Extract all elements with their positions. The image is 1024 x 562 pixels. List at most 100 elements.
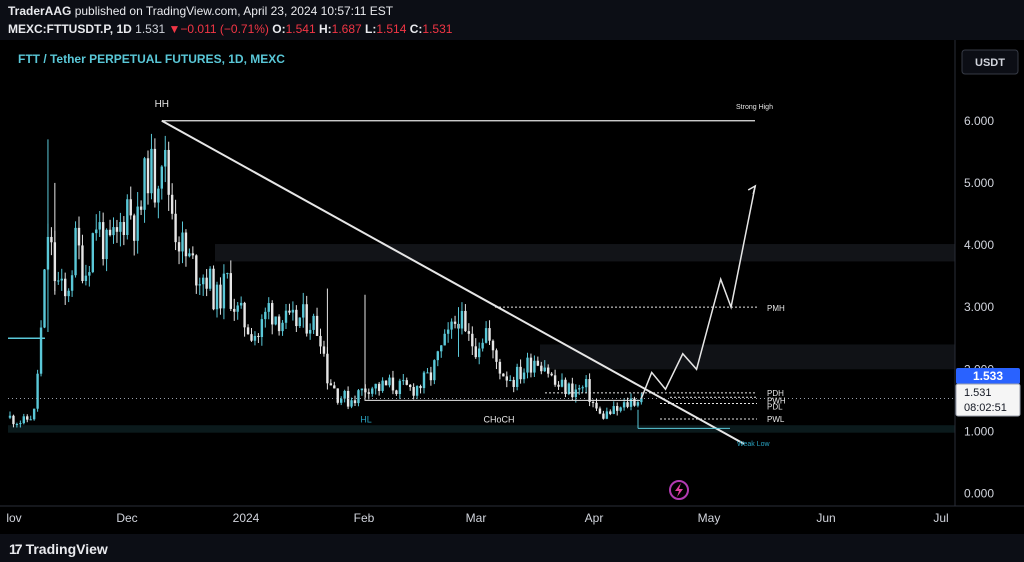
candle-body [264, 311, 267, 320]
candle-body [412, 386, 415, 396]
tradingview-logo[interactable]: 17 TradingView [9, 541, 108, 557]
candle-body [298, 317, 301, 327]
bar-countdown: 08:02:51 [964, 402, 1007, 414]
candle-body [405, 380, 408, 385]
candle-body [588, 379, 591, 402]
weak-low-band [8, 425, 955, 433]
candle-body [202, 277, 205, 285]
candle-body [343, 390, 346, 399]
candle-body [229, 273, 232, 309]
candle-body [84, 275, 88, 282]
candle-body [340, 398, 343, 403]
candle-body [571, 383, 574, 398]
candle-body [398, 380, 402, 395]
y-tick-label: 4.000 [964, 238, 994, 252]
candle-body [143, 158, 146, 210]
x-tick-label: May [698, 511, 721, 525]
candle-body [153, 148, 157, 203]
price-info-box [955, 383, 1021, 417]
chart-canvas[interactable]: HH Strong High HL CHoCH Weak Low PMH PDHPWHPDL… [0, 40, 1024, 534]
time-axis[interactable]: lov Dec 2024 Feb Mar Apr May Jun Jul [6, 511, 948, 525]
open-value: 1.541 [285, 22, 316, 36]
candle-body [239, 302, 243, 306]
x-tick-label: Jun [816, 511, 835, 525]
candle-body [26, 416, 29, 420]
candle-body [429, 372, 433, 381]
candle-body [129, 199, 132, 216]
candle-body [581, 387, 584, 389]
pdh-label: PDH [767, 389, 784, 398]
y-tick-label: 1.000 [964, 424, 994, 438]
candle-body [543, 367, 546, 372]
resistance-band [540, 344, 955, 370]
candle-body [119, 222, 122, 232]
candle-body [174, 213, 177, 243]
candle-body [105, 229, 108, 260]
choch-label: CHoCH [483, 414, 514, 424]
candle-body [208, 268, 212, 289]
hl-structure-line [364, 294, 640, 401]
candle-body [553, 375, 557, 385]
candle-body [422, 372, 426, 389]
candle-body [419, 386, 422, 389]
candle-body [70, 275, 74, 291]
candle-body [471, 333, 474, 347]
candle-body [574, 389, 577, 398]
candle-body [384, 380, 388, 386]
symbol-label[interactable]: MEXC:FTTUSDT.P, 1D [8, 22, 132, 36]
candle-body [567, 383, 571, 395]
candle-body [164, 149, 167, 167]
candle-body [215, 284, 219, 310]
candle-body [509, 379, 512, 381]
tradingview-brand: TradingView [25, 541, 108, 557]
candle-body [519, 366, 522, 380]
candle-body [126, 199, 129, 235]
candle-body [36, 373, 39, 409]
lightning-icon[interactable] [669, 480, 689, 500]
x-tick-label: Feb [354, 511, 375, 525]
candle-body [188, 253, 191, 257]
highlight-bands [8, 244, 955, 433]
candle-body [484, 328, 488, 343]
chart-area[interactable]: HH Strong High HL CHoCH Weak Low PMH PDH PWH PDL… [0, 40, 1024, 534]
candles [8, 133, 643, 428]
chart-header: TraderAAG published on TradingView.com, … [0, 0, 1024, 40]
candle-body [478, 348, 481, 358]
last-price-tag [956, 368, 1020, 384]
candle-body [360, 388, 364, 391]
candle-body [57, 280, 60, 282]
price-change: −0.011 (−0.71%) [180, 22, 269, 36]
candle-body [157, 188, 160, 203]
hh-label: HH [155, 99, 169, 110]
pwl-label: PWL [767, 415, 785, 424]
strong-high-label: Strong High [736, 104, 773, 111]
candle-body [550, 373, 553, 376]
candle-body [598, 408, 602, 414]
pwh-label: PWH [767, 396, 786, 405]
candle-body [122, 222, 126, 235]
candle-body [436, 351, 439, 361]
candle-body [381, 380, 384, 391]
currency-button[interactable] [961, 49, 1019, 75]
candle-body [139, 206, 143, 210]
candle-body [271, 303, 274, 325]
candle-body [184, 232, 188, 257]
candle-body [512, 379, 515, 387]
candle-body [409, 384, 412, 387]
candle-body [74, 227, 77, 276]
candle-body [302, 304, 305, 318]
author-name[interactable]: TraderAAG [8, 4, 72, 18]
candle-body [246, 327, 250, 335]
candle-body [443, 333, 446, 346]
low-label: L: [365, 22, 377, 36]
low-value: 1.514 [376, 22, 407, 36]
x-tick-label: Mar [466, 511, 487, 525]
candle-body [136, 206, 139, 241]
candle-body [81, 245, 84, 282]
candle-body [498, 361, 502, 374]
candle-body [160, 166, 163, 189]
candle-body [133, 215, 136, 241]
candle-body [15, 423, 19, 425]
legend-title[interactable]: FTT / Tether PERPETUAL FUTURES, 1D, MEXC [18, 52, 285, 66]
